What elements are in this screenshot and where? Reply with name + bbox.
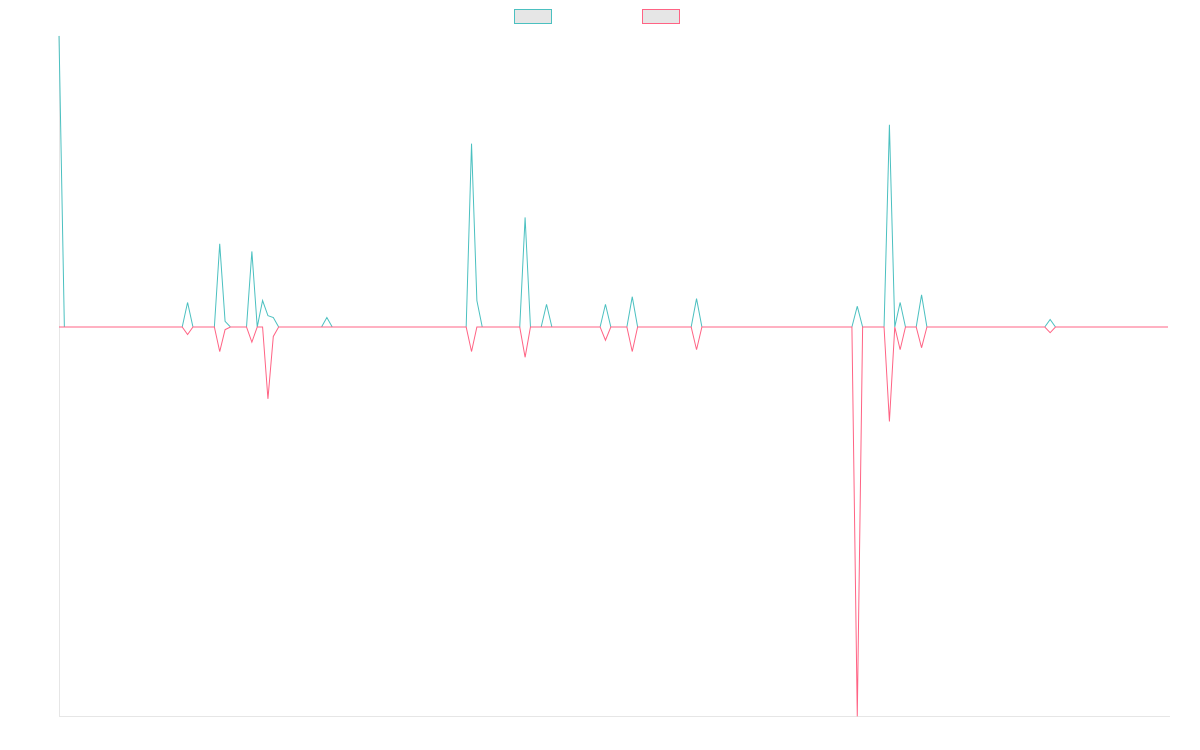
legend-swatch-series-2: [642, 9, 680, 24]
series-line-2: [59, 326, 1168, 717]
legend-swatch-series-1: [514, 9, 552, 24]
series-layer: [58, 35, 1168, 717]
series-line-1: [58, 35, 1168, 328]
legend-item-series-2[interactable]: [642, 9, 686, 24]
legend: [0, 9, 1200, 24]
legend-item-series-1[interactable]: [514, 9, 558, 24]
